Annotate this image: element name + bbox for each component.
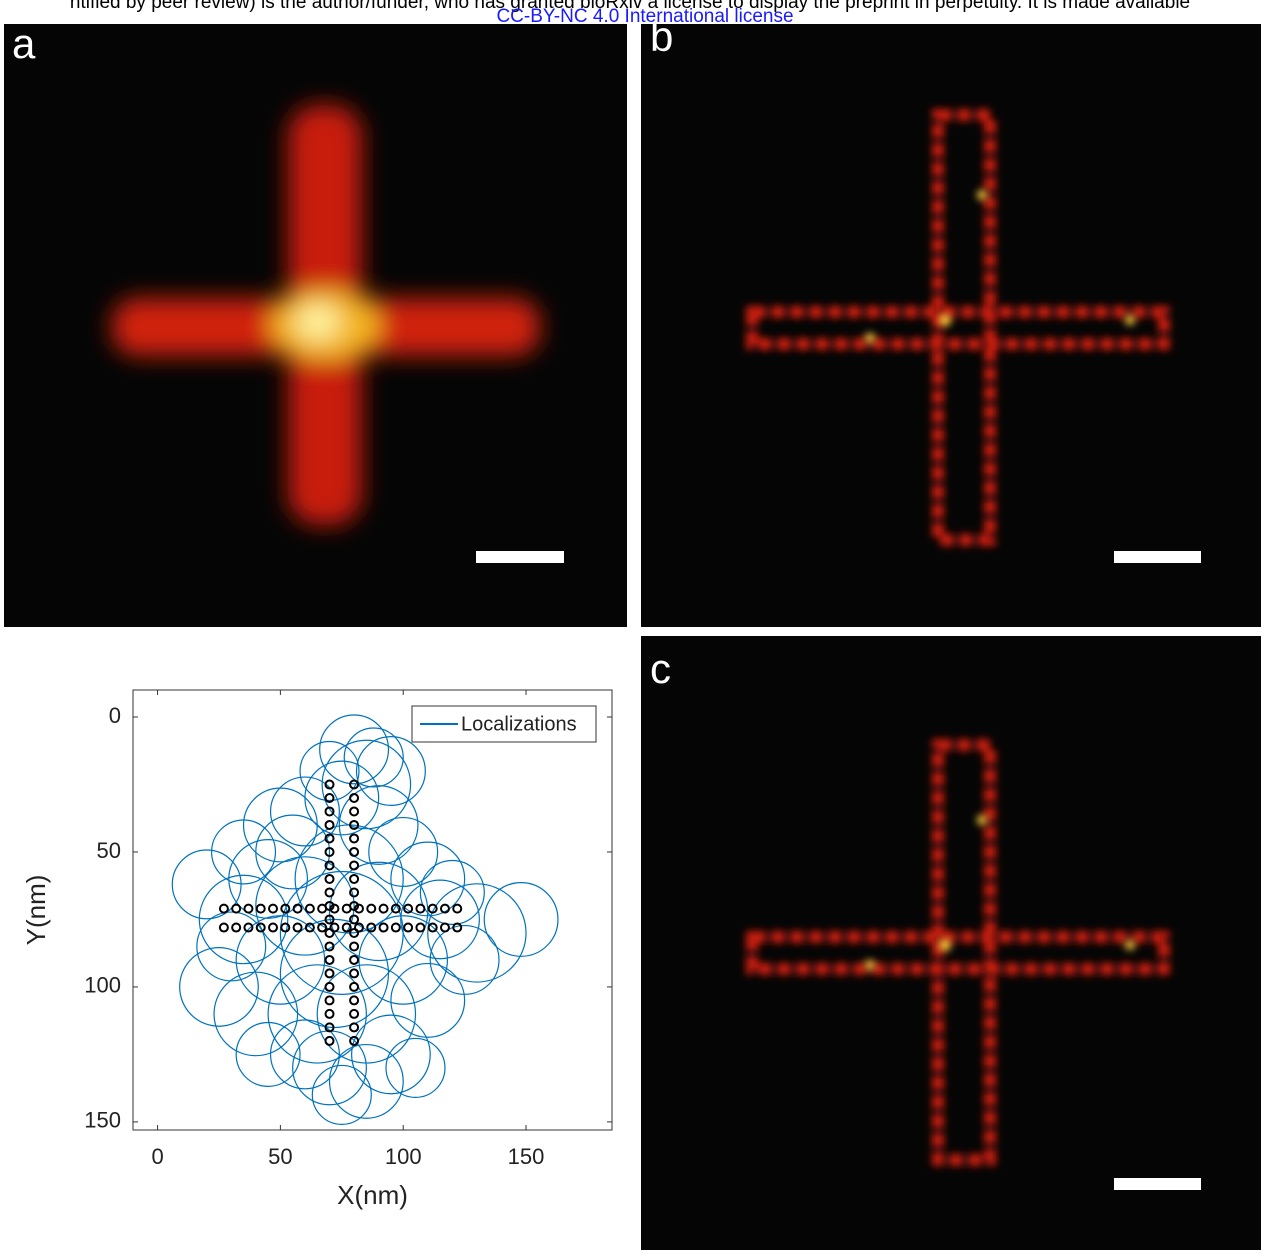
emitter-marker <box>294 924 302 932</box>
emitter-marker <box>326 969 334 977</box>
emitter-marker <box>453 905 461 913</box>
emitter-marker <box>350 794 358 802</box>
localization-circle <box>199 875 287 963</box>
emitter-marker <box>350 969 358 977</box>
emitter-marker <box>343 905 351 913</box>
emitter-marker <box>350 942 358 950</box>
localization-circle <box>256 815 330 889</box>
emitter-marker <box>269 905 277 913</box>
emitter-marker <box>350 1010 358 1018</box>
emitter-marker <box>416 924 424 932</box>
emitter-marker <box>350 915 358 923</box>
emitter-marker <box>350 875 358 883</box>
localization-circle <box>391 964 465 1038</box>
emitter-marker <box>257 905 265 913</box>
emitter-marker <box>350 996 358 1004</box>
emitter-marker <box>220 905 228 913</box>
emitter-marker <box>350 956 358 964</box>
panel-label: c <box>650 645 671 692</box>
localization-circle <box>420 861 484 925</box>
emitter-marker <box>244 905 252 913</box>
localization-circle <box>214 972 298 1056</box>
emitter-marker <box>326 888 334 896</box>
localization-circle <box>300 742 359 801</box>
emitter-marker <box>404 924 412 932</box>
emitter-marker <box>220 924 228 932</box>
figure: a b c ntified by peer review) is the aut… <box>0 0 1261 1250</box>
emitter-marker <box>392 924 400 932</box>
x-tick-label: 0 <box>151 1144 163 1169</box>
x-tick-label: 150 <box>508 1144 545 1169</box>
emitter-marker <box>350 848 358 856</box>
localization-circle <box>320 715 389 784</box>
axes-box <box>133 690 612 1130</box>
localization-circle <box>244 788 318 862</box>
panel-a: a <box>4 20 627 627</box>
emitter-marker <box>306 905 314 913</box>
emitter-marker <box>326 1010 334 1018</box>
y-tick-label: 100 <box>84 973 121 998</box>
emitter-marker <box>380 905 388 913</box>
localization-circle <box>180 948 259 1027</box>
emitter-marker <box>326 875 334 883</box>
emitter-marker <box>232 924 240 932</box>
y-tick-label: 150 <box>84 1108 121 1133</box>
localization-circle <box>430 926 499 995</box>
emitter-marker <box>350 888 358 896</box>
emitter-marker <box>269 924 277 932</box>
localization-circle <box>172 850 241 919</box>
y-tick-label: 0 <box>109 703 121 728</box>
emitter-marker <box>350 983 358 991</box>
emitter-marker <box>232 905 240 913</box>
x-axis-label: X(nm) <box>337 1180 408 1210</box>
chart: 0 50 100 150 0 50 100 150 X(nm) Y(nm) Localization… <box>21 690 612 1210</box>
emitter-marker <box>281 924 289 932</box>
emitter-marker <box>350 1023 358 1031</box>
localization-circle <box>312 1065 371 1124</box>
x-tick-label: 50 <box>268 1144 292 1169</box>
emitter-marker <box>326 983 334 991</box>
emitter-marker <box>380 924 388 932</box>
emitter-marker <box>326 996 334 1004</box>
localization-circle <box>386 1038 445 1097</box>
emitter-marker <box>326 956 334 964</box>
y-axis-label: Y(nm) <box>21 875 51 946</box>
emitter-marker <box>318 905 326 913</box>
license-text: CC-BY-NC 4.0 International license <box>496 6 793 27</box>
emitter-marker <box>416 905 424 913</box>
panel-c: c <box>641 636 1261 1250</box>
emitter-marker <box>326 1037 334 1045</box>
localization-circle <box>271 1020 340 1089</box>
emitter-marker <box>244 924 252 932</box>
panel-label: a <box>12 20 36 67</box>
page: a b c ntified by peer review) is the aut… <box>0 0 1261 1250</box>
emitter-marker <box>350 807 358 815</box>
localization-circle <box>322 740 410 828</box>
y-tick-label: 50 <box>97 838 121 863</box>
emitter-marker <box>350 834 358 842</box>
emitter-marker <box>326 821 334 829</box>
localization-circle <box>197 912 266 981</box>
emitter-marker <box>441 924 449 932</box>
x-tick-label: 100 <box>385 1144 422 1169</box>
emitter-marker <box>367 905 375 913</box>
localization-circle <box>330 1045 404 1119</box>
localization-circle <box>401 880 480 959</box>
panel-b: b <box>641 13 1261 627</box>
legend-label: Localizations <box>461 713 577 735</box>
